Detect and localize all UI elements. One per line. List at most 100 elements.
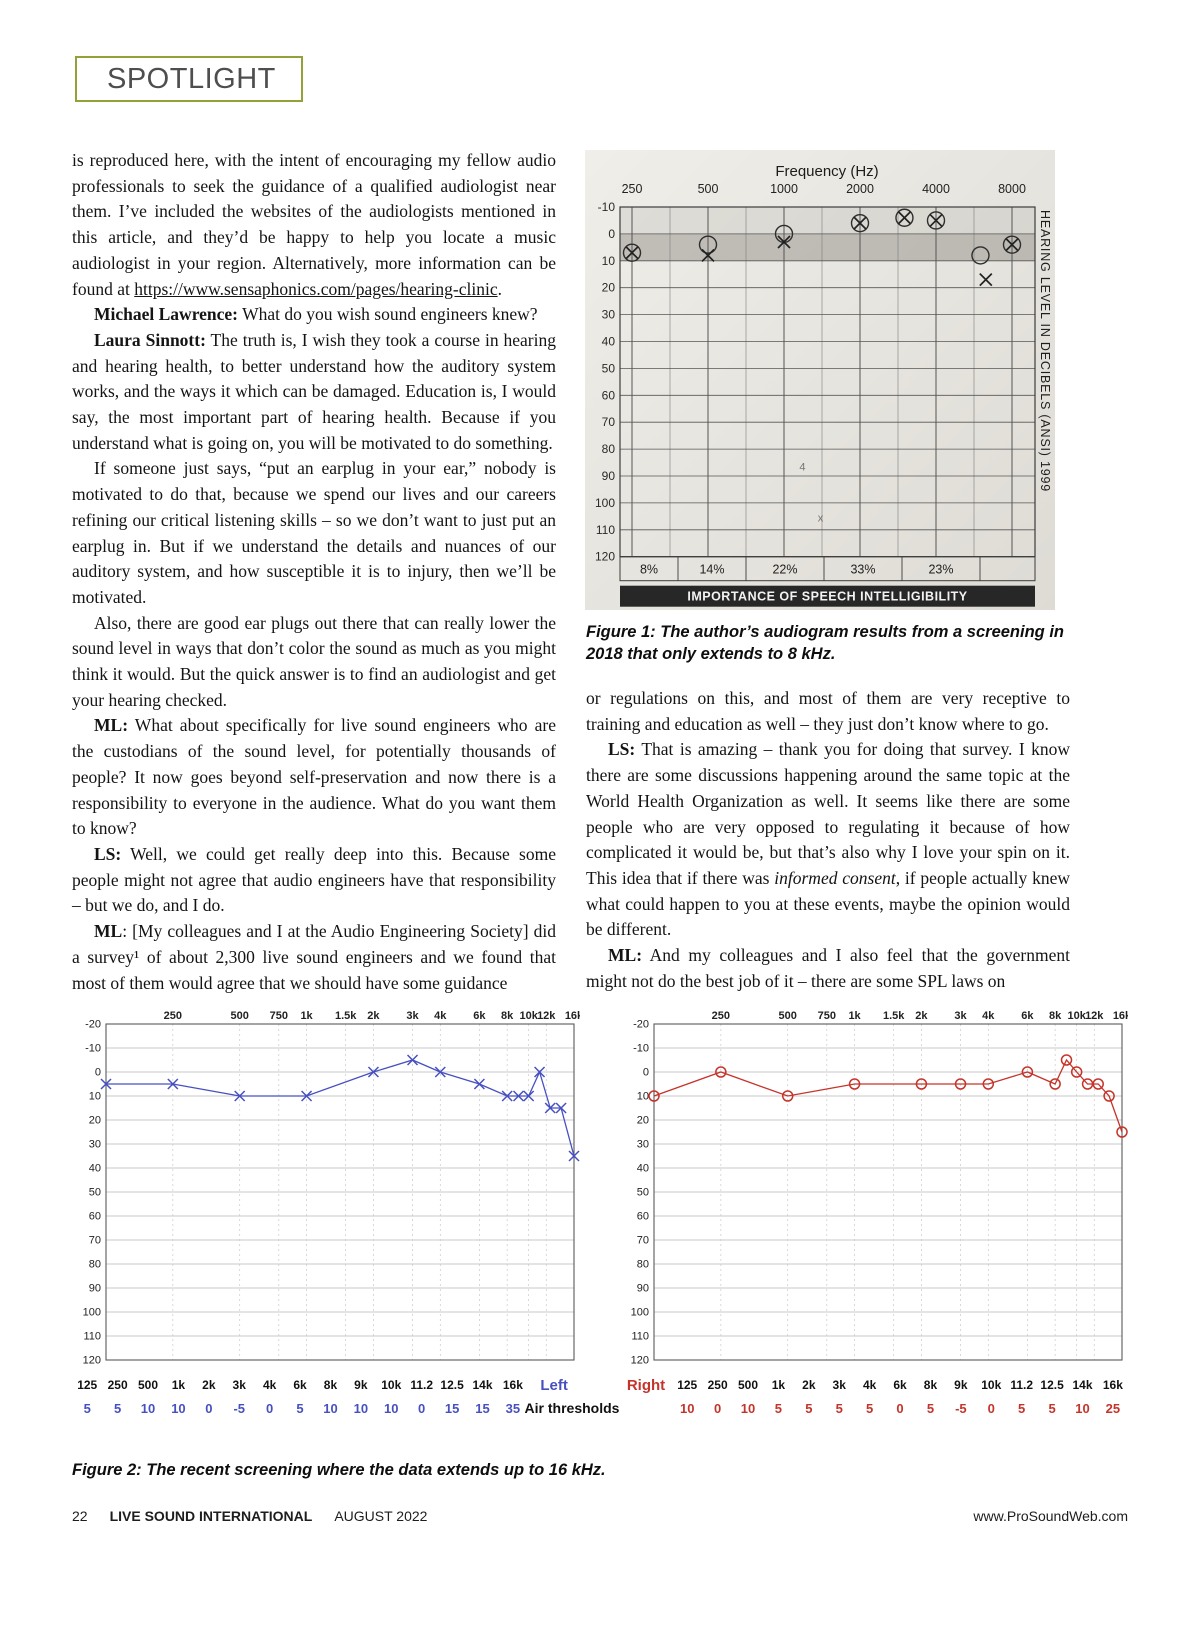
right-threshold-value: -5 — [955, 1400, 967, 1416]
svg-text:16k: 16k — [565, 1010, 580, 1022]
left-threshold-value: 10 — [171, 1400, 186, 1416]
left-threshold-value: 10 — [323, 1400, 338, 1416]
hyperlink[interactable]: https://www.sensaphonics.com/pages/heari… — [134, 278, 498, 299]
frequency-label: 6k — [893, 1378, 907, 1392]
frequency-label: 8k — [323, 1378, 338, 1392]
article-paragraph: or regulations on this, and most of them… — [586, 686, 1070, 737]
article-paragraph: LS: Well, we could get really deep into … — [72, 842, 556, 919]
text-run: : [My colleagues and I at the Audio Engi… — [72, 921, 556, 993]
svg-text:50: 50 — [602, 361, 616, 375]
svg-text:23%: 23% — [928, 563, 953, 577]
svg-text:8k: 8k — [501, 1010, 514, 1022]
fig1-data-markers — [622, 208, 1022, 287]
frequency-label: 10k — [381, 1378, 402, 1392]
svg-text:-20: -20 — [85, 1019, 101, 1031]
right-threshold-value: 5 — [866, 1400, 874, 1416]
frequency-label: 1k — [171, 1378, 186, 1392]
frequency-label: 2k — [202, 1378, 216, 1392]
frequency-label: 250 — [107, 1378, 128, 1392]
svg-text:90: 90 — [637, 1283, 649, 1295]
svg-text:2k: 2k — [915, 1010, 928, 1022]
svg-text:110: 110 — [631, 1331, 649, 1343]
frequency-label: 10k — [981, 1378, 1002, 1392]
speaker-name: ML: — [94, 715, 129, 736]
svg-text:14%: 14% — [699, 563, 724, 577]
svg-text:60: 60 — [89, 1211, 101, 1223]
svg-text:20: 20 — [637, 1115, 649, 1127]
svg-text:4000: 4000 — [922, 182, 950, 196]
frequency-label: 11.2 — [1010, 1378, 1034, 1392]
svg-text:70: 70 — [602, 415, 616, 429]
right-threshold-value: 5 — [774, 1400, 783, 1416]
svg-text:20: 20 — [89, 1115, 101, 1127]
text-run: And my colleagues and I also feel that t… — [586, 945, 1070, 991]
svg-text:33%: 33% — [850, 563, 875, 577]
svg-text:6k: 6k — [473, 1010, 486, 1022]
svg-text:30: 30 — [637, 1139, 649, 1151]
svg-text:70: 70 — [637, 1235, 649, 1247]
figure2-caption: Figure 2: The recent screening where the… — [72, 1461, 606, 1479]
frequency-label: 9k — [354, 1378, 368, 1392]
text-run: informed consent — [774, 867, 896, 888]
left-ear-label: Left — [540, 1376, 568, 1394]
right-threshold-value: 5 — [805, 1400, 813, 1416]
article-paragraph: is reproduced here, with the intent of e… — [72, 148, 556, 302]
svg-text:80: 80 — [637, 1259, 649, 1271]
figure2-left-ear-chart: 2505007501k1.5k2k3k4k6k8k10k12k16k-20-10… — [72, 1008, 580, 1374]
svg-text:4k: 4k — [434, 1010, 447, 1022]
svg-text:250: 250 — [164, 1010, 182, 1022]
article-paragraph: LS: That is amazing – thank you for doin… — [586, 737, 1070, 943]
frequency-label: 2k — [802, 1378, 816, 1392]
svg-text:0: 0 — [608, 227, 615, 241]
figure1-audiogram-chart: Frequency (Hz) 250 500 1000 2000 4000 8000 -10 0… — [585, 150, 1055, 610]
svg-text:110: 110 — [596, 523, 615, 537]
spotlight-label: SPOTLIGHT — [107, 62, 276, 95]
svg-text:30: 30 — [89, 1139, 101, 1151]
svg-text:1.5k: 1.5k — [335, 1010, 357, 1022]
svg-text:0: 0 — [95, 1067, 101, 1079]
website-link[interactable]: www.ProSoundWeb.com — [973, 1508, 1128, 1524]
frequency-label: 6k — [293, 1378, 307, 1392]
svg-text:60: 60 — [602, 388, 616, 402]
frequency-label: 8k — [923, 1378, 938, 1392]
speaker-name: LS: — [608, 739, 636, 760]
figure2-chart-pair: 2505007501k1.5k2k3k4k6k8k10k12k16k-20-10… — [72, 1008, 1128, 1420]
svg-text:4: 4 — [799, 462, 805, 474]
right-threshold-values-row: 10 0 10 5 5 5 5 0 5 -5 0 5 5 10 25 — [620, 1396, 1128, 1420]
left-threshold-value: 5 — [83, 1400, 91, 1416]
svg-text:750: 750 — [270, 1010, 288, 1022]
frequency-label: 14k — [1072, 1378, 1093, 1392]
svg-text:8%: 8% — [640, 563, 658, 577]
article-paragraph: ML: [My colleagues and I at the Audio En… — [72, 919, 556, 996]
svg-text:50: 50 — [637, 1187, 649, 1199]
frequency-label: 125 — [677, 1378, 698, 1392]
left-threshold-value: 0 — [266, 1400, 274, 1416]
svg-text:Frequency (Hz): Frequency (Hz) — [775, 163, 878, 180]
article-paragraph: ML: And my colleagues and I also feel th… — [586, 943, 1070, 994]
left-threshold-value: 10 — [140, 1400, 156, 1416]
svg-text:110: 110 — [83, 1331, 101, 1343]
left-threshold-value: 15 — [475, 1400, 490, 1416]
svg-text:250: 250 — [622, 182, 643, 196]
right-threshold-value: 5 — [926, 1400, 935, 1416]
svg-text:1.5k: 1.5k — [883, 1010, 905, 1022]
svg-text:8k: 8k — [1049, 1010, 1062, 1022]
svg-text:3k: 3k — [954, 1010, 967, 1022]
svg-text:100: 100 — [595, 496, 615, 510]
speaker-name: Laura Sinnott: — [94, 329, 206, 350]
svg-text:4k: 4k — [982, 1010, 995, 1022]
text-run: What about specifically for live sound e… — [72, 715, 556, 839]
frequency-label: 500 — [138, 1378, 159, 1392]
article-paragraph: Also, there are good ear plugs out there… — [72, 611, 556, 714]
svg-text:10: 10 — [637, 1091, 649, 1103]
left-frequency-row: 125 250 500 1k 2k 3k 4k 6k 8k 9k 10k 11.2 12.5 14k 16k… — [72, 1374, 580, 1396]
article-paragraph: ML: What about specifically for live sou… — [72, 713, 556, 842]
right-threshold-value: 25 — [1105, 1400, 1121, 1416]
svg-text:IMPORTANCE OF SPEECH INTELLIGI: IMPORTANCE OF SPEECH INTELLIGIBILITY — [687, 590, 967, 604]
text-run: The truth is, I wish they took a course … — [72, 329, 556, 453]
issue-date: AUGUST 2022 — [334, 1508, 428, 1524]
left-threshold-value: 5 — [113, 1400, 122, 1416]
left-threshold-value: 0 — [418, 1400, 426, 1416]
svg-text:250: 250 — [712, 1010, 730, 1022]
right-threshold-value: 5 — [835, 1400, 843, 1416]
